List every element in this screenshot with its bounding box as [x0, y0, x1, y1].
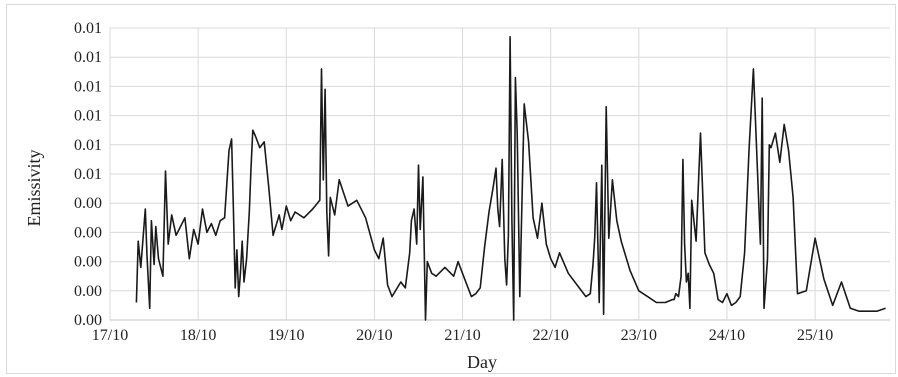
y-tick-label: 0.01 [74, 20, 102, 37]
y-tick-label: 0.01 [74, 108, 102, 125]
y-axis-label: Emissivity [24, 149, 44, 226]
x-axis-label: Day [467, 352, 497, 372]
x-tick-label: 20/10 [356, 327, 392, 344]
x-tick-label: 18/10 [180, 327, 216, 344]
y-tick-label: 0.00 [74, 254, 102, 271]
y-tick-label: 0.00 [74, 224, 102, 241]
y-tick-label: 0.01 [74, 78, 102, 95]
tick-labels: 0.00 0.00 0.00 0.00 0.00 0.01 0.01 0.01 0.01 0.01… [74, 20, 833, 344]
series-layer [135, 36, 886, 321]
x-tick-label: 19/10 [268, 327, 304, 344]
y-tick-label: 0.00 [74, 283, 102, 300]
x-tick-label: 23/10 [621, 327, 657, 344]
y-tick-label: 0.01 [74, 137, 102, 154]
chart-frame [6, 4, 896, 374]
x-tick-label: 25/10 [797, 327, 833, 344]
y-tick-label: 0.00 [74, 195, 102, 212]
y-tick-label: 0.01 [74, 49, 102, 66]
y-tick-label: 0.01 [74, 166, 102, 183]
x-tick-label: 24/10 [709, 327, 745, 344]
emissivity-series-line [135, 36, 886, 321]
x-tick-label: 17/10 [92, 327, 128, 344]
x-tick-label: 21/10 [444, 327, 480, 344]
y-tick-label: 0.00 [74, 312, 102, 329]
x-tick-label: 22/10 [532, 327, 568, 344]
